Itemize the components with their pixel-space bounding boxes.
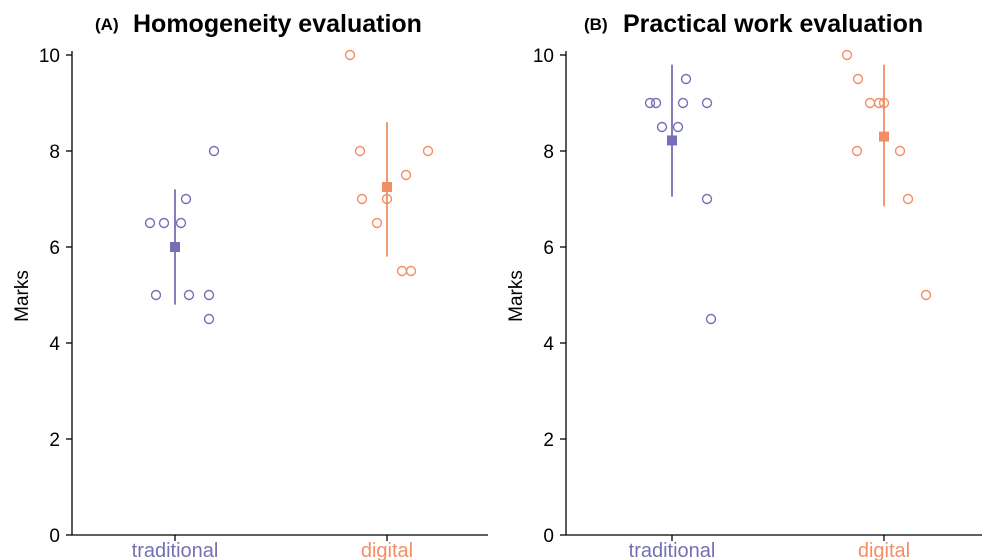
panel-title: Practical work evaluation [623,10,923,38]
y-tick-label: 6 [49,238,60,259]
data-point [656,121,668,133]
y-tick-label: 8 [49,142,60,163]
data-point [851,145,863,157]
data-point [356,193,368,205]
x-tick-label: digital [361,540,413,560]
y-tick-label: 0 [543,526,554,547]
data-point [144,217,156,229]
data-point [180,193,192,205]
panel-tag: (B) [584,15,608,34]
data-point [680,73,692,85]
y-tick-label: 0 [49,526,60,547]
y-tick-label: 10 [533,46,554,67]
data-point [864,97,876,109]
data-point [705,313,717,325]
y-tick-label: 6 [543,238,554,259]
data-point [672,121,684,133]
data-point [203,313,215,325]
y-tick-label: 2 [49,430,60,451]
data-point [902,193,914,205]
y-axis-label: Marks [12,270,33,322]
data-point [175,217,187,229]
data-point [650,97,662,109]
panel-tag: (A) [95,15,119,34]
data-marks [644,49,932,325]
data-point [405,265,417,277]
data-point [644,97,656,109]
x-tick-label: traditional [132,540,219,560]
data-point [701,97,713,109]
data-point [852,73,864,85]
mean-marker [879,131,889,142]
data-point [920,289,932,301]
data-marks [144,49,434,325]
y-tick-label: 2 [543,430,554,451]
y-tick-label: 4 [543,334,554,355]
data-point [878,97,890,109]
data-point [677,97,689,109]
mean-marker [382,182,392,192]
data-point [203,289,215,301]
data-point [208,145,220,157]
mean-marker [170,242,180,252]
x-tick-label: digital [858,540,910,560]
data-point [894,145,906,157]
data-point [183,289,195,301]
axes: 0 2 4 6 8 10 traditional digital [39,46,488,560]
panel-homogeneity: (A) Homogeneity evaluation Marks 0 2 4 6 8 10… [12,10,488,560]
data-point [371,217,383,229]
y-tick-label: 10 [39,46,60,67]
data-point [158,217,170,229]
panel-practical-work: (B) Practical work evaluation Marks 0 2 4 6… [506,10,982,560]
data-point [873,97,885,109]
axes: 0 2 4 6 8 10 traditional digital [533,46,982,560]
data-point [701,193,713,205]
data-point [396,265,408,277]
data-point [381,193,393,205]
data-point [422,145,434,157]
y-tick-label: 8 [543,142,554,163]
panel-title: Homogeneity evaluation [133,10,422,38]
data-point [150,289,162,301]
data-point [354,145,366,157]
y-tick-label: 4 [49,334,60,355]
data-point [400,169,412,181]
data-point [841,49,853,61]
data-point [344,49,356,61]
mean-marker [667,135,677,146]
y-axis-label: Marks [506,270,527,322]
x-tick-label: traditional [629,540,716,560]
